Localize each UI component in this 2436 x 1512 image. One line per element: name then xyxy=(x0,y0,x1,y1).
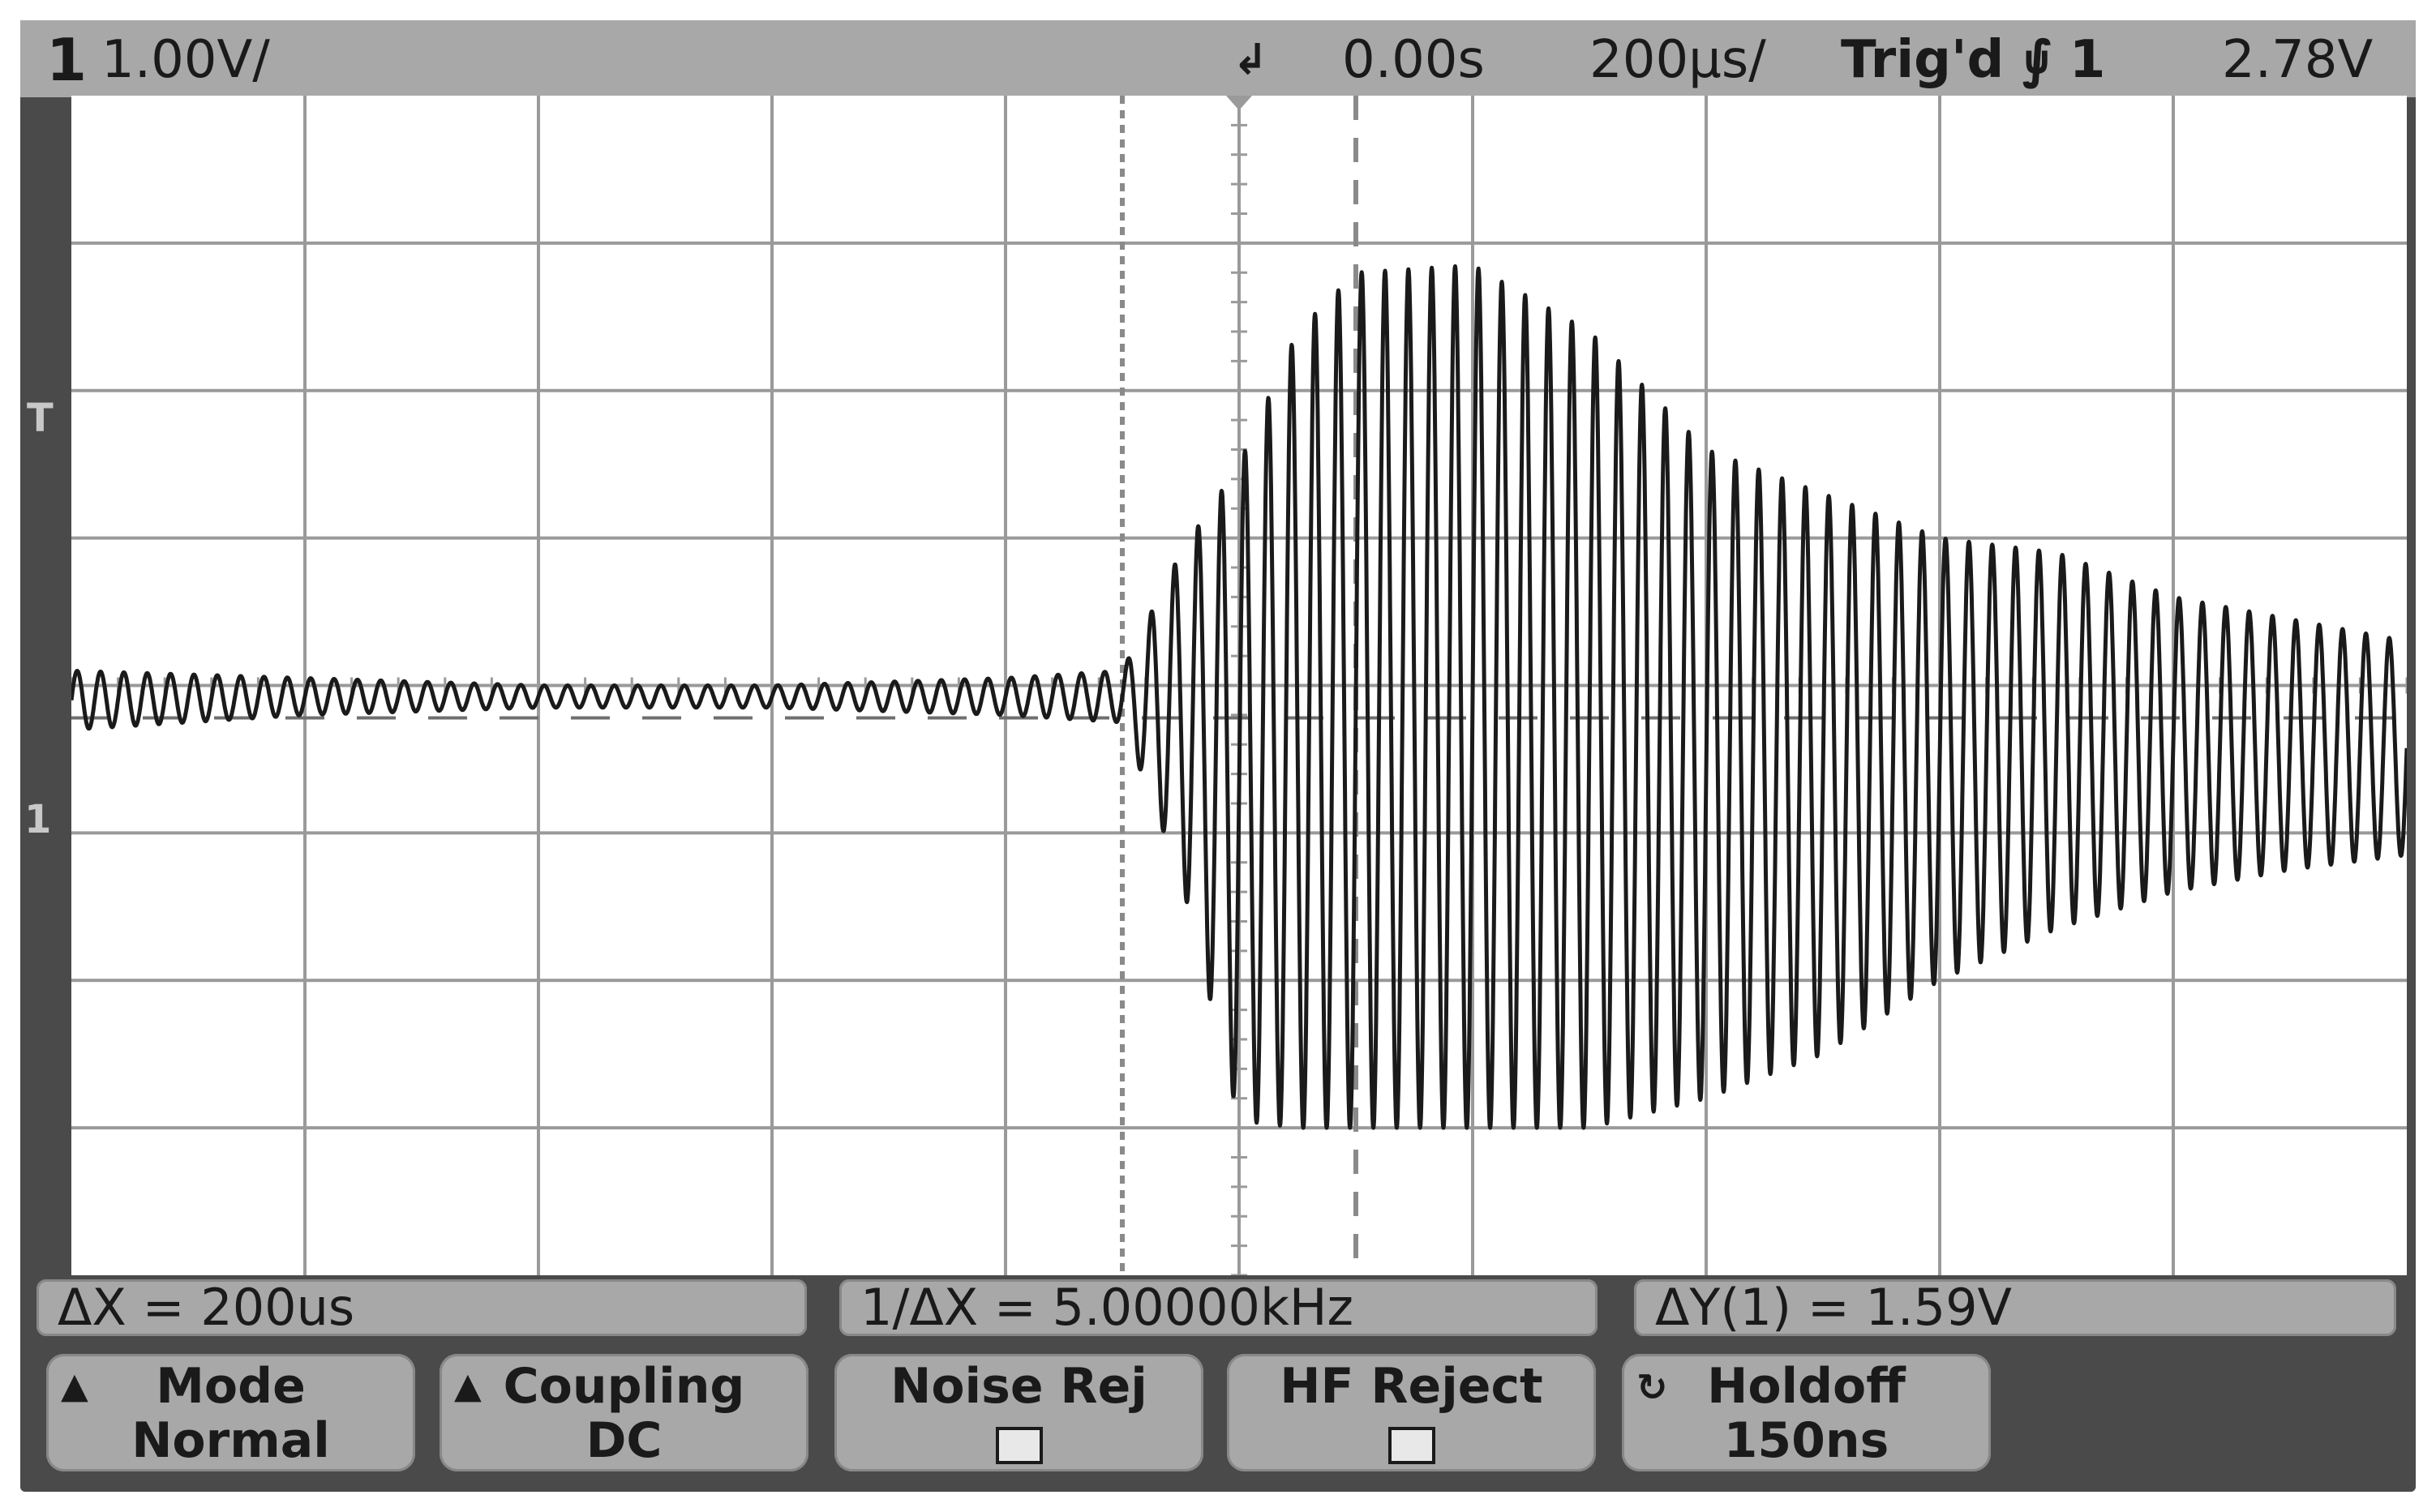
noise-reject-label: Noise Rej xyxy=(890,1358,1147,1415)
waveform-trace xyxy=(71,264,2407,1130)
time-per-div[interactable]: 200µs/ xyxy=(1589,30,1766,90)
holdoff-softkey[interactable]: ↻ Holdoff 150ns xyxy=(1622,1354,1991,1471)
noise-reject-softkey[interactable]: Noise Rej xyxy=(834,1354,1203,1471)
trigger-source: 1 xyxy=(2069,30,2106,90)
up-triangle-icon: ▲ xyxy=(61,1365,88,1407)
inverse-delta-x-readout: 1/ΔX = 5.00000kHz xyxy=(839,1279,1598,1336)
hf-reject-softkey[interactable]: HF Reject xyxy=(1227,1354,1596,1471)
falling-edge-icon: ⨚ xyxy=(2022,30,2052,90)
mode-value: Normal xyxy=(131,1412,330,1469)
holdoff-value: 150ns xyxy=(1723,1412,1889,1469)
trigger-position-icon: ↲ xyxy=(1233,36,1268,84)
coupling-value: DC xyxy=(585,1412,663,1469)
delta-y-readout: ΔY(1) = 1.59V xyxy=(1634,1279,2396,1336)
trigger-level-marker: T xyxy=(27,396,54,441)
waveform-graticule xyxy=(71,96,2407,1275)
trigger-level[interactable]: 2.78V xyxy=(2222,30,2374,90)
rotate-knob-icon: ↻ xyxy=(1636,1365,1668,1409)
up-triangle-icon: ▲ xyxy=(454,1365,482,1407)
holdoff-label: Holdoff xyxy=(1707,1358,1906,1415)
trigger-status: Trig'd ⨚ 1 xyxy=(1841,32,2105,88)
trigger-point-marker xyxy=(1226,96,1252,110)
status-bar: 1 1.00V/ ↲ 0.00s 200µs/ Trig'd ⨚ 1 2.78V xyxy=(20,20,2416,97)
time-position[interactable]: 0.00s xyxy=(1342,30,1485,90)
mode-label: Mode xyxy=(156,1358,306,1415)
channel-ground-marker: 1 xyxy=(24,797,52,842)
coupling-label: Coupling xyxy=(503,1358,745,1415)
coupling-softkey[interactable]: ▲ Coupling DC xyxy=(440,1354,808,1471)
trigger-status-label: Trig'd xyxy=(1841,30,2005,90)
volts-per-div[interactable]: 1.00V/ xyxy=(101,30,270,90)
noise-reject-checkbox[interactable] xyxy=(995,1427,1043,1464)
hf-reject-checkbox[interactable] xyxy=(1387,1427,1435,1464)
waveform-plot xyxy=(71,96,2407,1275)
hf-reject-label: HF Reject xyxy=(1280,1358,1543,1415)
delta-x-readout: ΔX = 200us xyxy=(36,1279,807,1336)
mode-softkey[interactable]: ▲ Mode Normal xyxy=(46,1354,415,1471)
channel-number[interactable]: 1 xyxy=(46,26,88,94)
